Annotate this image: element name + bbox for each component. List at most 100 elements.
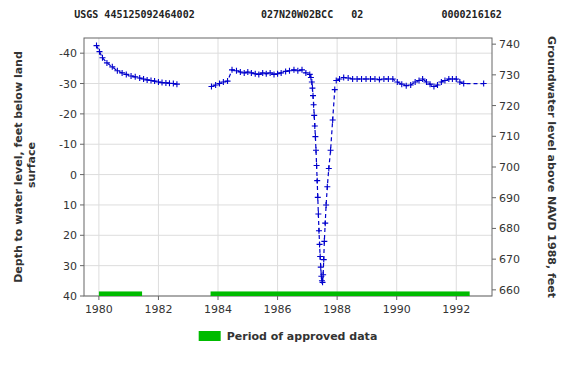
point — [303, 70, 309, 76]
y-axis-label-line: Depth to water level, feet below land — [12, 51, 25, 283]
point — [229, 67, 235, 73]
point — [99, 55, 105, 61]
point — [286, 68, 292, 74]
grid-line — [84, 265, 492, 266]
point — [263, 71, 269, 77]
tick-label: 1988 — [323, 303, 351, 316]
point — [267, 70, 273, 76]
y-axis-label: Depth to water level, feet below land su… — [12, 51, 38, 283]
point — [248, 70, 254, 76]
point — [317, 241, 323, 247]
point — [119, 70, 125, 76]
point — [453, 76, 459, 82]
point — [311, 112, 317, 118]
grid-line — [158, 38, 159, 296]
tick-label: 20 — [63, 229, 77, 242]
point — [457, 79, 463, 85]
point — [233, 68, 239, 74]
y2-axis-label: Groundwater level above NAVD 1988, feet — [545, 36, 558, 298]
tick — [80, 83, 84, 84]
grid-line — [396, 38, 397, 296]
tick-label: 1980 — [85, 303, 113, 316]
tick-label: 660 — [499, 284, 520, 297]
tick — [492, 136, 496, 137]
tick-label: 10 — [63, 199, 77, 212]
point — [123, 71, 129, 77]
point — [245, 69, 251, 75]
point — [481, 81, 487, 87]
point — [412, 79, 418, 85]
point — [416, 77, 422, 83]
point — [341, 74, 347, 80]
chart: USGS 445125092464002 027N20W02BCC 02 000… — [0, 0, 576, 384]
point — [252, 71, 258, 77]
tick — [396, 296, 397, 300]
series-line — [97, 46, 484, 283]
legend-swatch — [199, 331, 221, 341]
point — [431, 84, 437, 90]
point — [132, 74, 138, 80]
point — [308, 74, 314, 80]
point — [399, 81, 405, 87]
point — [321, 238, 327, 244]
tick — [492, 228, 496, 229]
tick — [492, 105, 496, 106]
tick-label: 680 — [499, 222, 520, 235]
tick — [277, 296, 278, 300]
tick — [80, 174, 84, 175]
tick-label: 670 — [499, 253, 520, 266]
point — [333, 77, 339, 83]
point — [148, 77, 154, 83]
data — [94, 43, 487, 296]
title: USGS 445125092464002 027N20W02BCC 02 000… — [74, 9, 501, 20]
point — [155, 79, 161, 85]
point — [128, 73, 134, 79]
point — [260, 70, 266, 76]
grid-line — [84, 53, 492, 54]
point — [314, 178, 320, 184]
point — [299, 67, 305, 73]
tick — [456, 296, 457, 300]
y-axis-label-line: surface — [25, 142, 38, 192]
tick-label: 40 — [63, 290, 77, 303]
point — [137, 75, 143, 81]
point — [256, 71, 262, 77]
point — [295, 68, 301, 74]
point — [420, 76, 426, 82]
point — [315, 211, 321, 217]
grid-line — [84, 174, 492, 175]
approved-period — [99, 291, 142, 296]
point — [144, 77, 150, 83]
point — [220, 79, 226, 85]
tick — [158, 296, 159, 300]
tick-label: 730 — [499, 69, 520, 82]
point — [94, 43, 100, 49]
tick-label: -20 — [59, 108, 77, 121]
tick-label: 1990 — [383, 303, 411, 316]
point — [337, 76, 343, 82]
grid-line — [337, 38, 338, 296]
point — [241, 70, 247, 76]
tick-label: 1984 — [204, 303, 232, 316]
tick — [80, 113, 84, 114]
point — [320, 272, 326, 278]
tick — [337, 296, 338, 300]
tick — [80, 265, 84, 266]
point — [330, 117, 336, 123]
point — [275, 71, 281, 77]
tick — [492, 259, 496, 260]
point — [271, 71, 277, 77]
point — [283, 68, 289, 74]
point — [438, 79, 444, 85]
tick-label: 1992 — [442, 303, 470, 316]
point — [345, 75, 351, 81]
tick — [492, 167, 496, 168]
tick-label: 710 — [499, 130, 520, 143]
point — [320, 279, 326, 285]
point — [174, 81, 180, 87]
grid — [84, 38, 492, 296]
point — [442, 77, 448, 83]
point — [307, 71, 313, 77]
tick-label: 690 — [499, 192, 520, 205]
point — [322, 220, 328, 226]
